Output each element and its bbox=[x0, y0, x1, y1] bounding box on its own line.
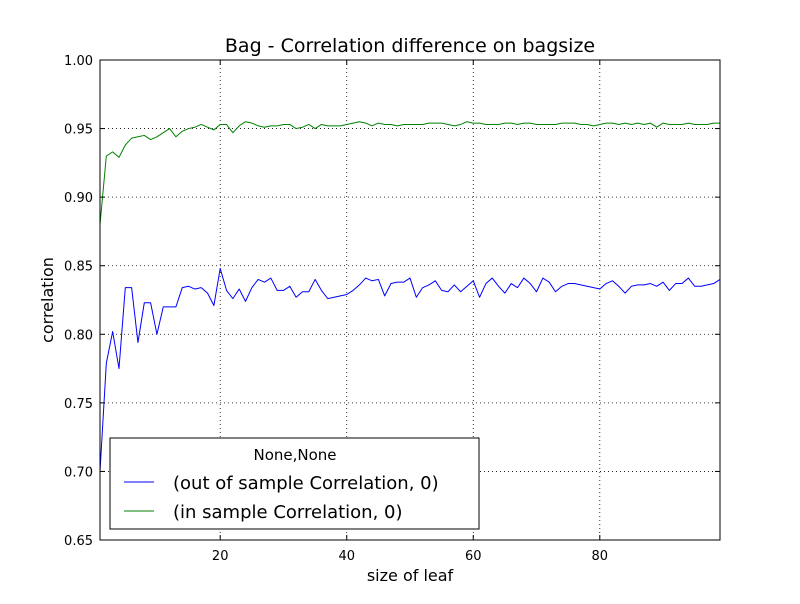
legend-box bbox=[109, 437, 480, 530]
x-tick-label: 40 bbox=[338, 549, 355, 564]
legend-title: None,None bbox=[253, 446, 336, 464]
plot-area-frame bbox=[99, 59, 721, 541]
x-axis-label: size of leaf bbox=[367, 566, 454, 585]
legend-label-out-of-sample: (out of sample Correlation, 0) bbox=[173, 473, 439, 494]
legend: None,None (out of sample Correlation, 0)… bbox=[109, 437, 480, 530]
y-tick-label: 0.75 bbox=[64, 397, 93, 412]
y-tick-label: 0.80 bbox=[64, 328, 93, 343]
y-tick-label: 0.65 bbox=[64, 534, 93, 549]
axis-ticks: 20 40 60 80 0.65 0.70 0.75 0.80 0.85 0.90 0.95 1.00 bbox=[64, 54, 720, 564]
y-tick-label: 0.70 bbox=[64, 465, 93, 480]
legend-label-in-sample: (in sample Correlation, 0) bbox=[173, 502, 403, 523]
x-tick-label: 20 bbox=[212, 549, 229, 564]
series-line-in-sample bbox=[99, 121, 720, 225]
y-tick-label: 0.85 bbox=[64, 260, 93, 275]
y-tick-label: 0.95 bbox=[64, 123, 93, 138]
y-tick-label: 0.90 bbox=[64, 191, 93, 206]
y-tick-label: 1.00 bbox=[64, 54, 93, 69]
y-axis-label: correlation bbox=[38, 257, 57, 343]
x-tick-label: 80 bbox=[592, 549, 609, 564]
x-tick-label: 60 bbox=[465, 549, 482, 564]
series-lines bbox=[99, 121, 721, 472]
series-line-out-of-sample bbox=[99, 267, 721, 472]
chart-title: Bag - Correlation difference on bagsize bbox=[225, 35, 595, 57]
